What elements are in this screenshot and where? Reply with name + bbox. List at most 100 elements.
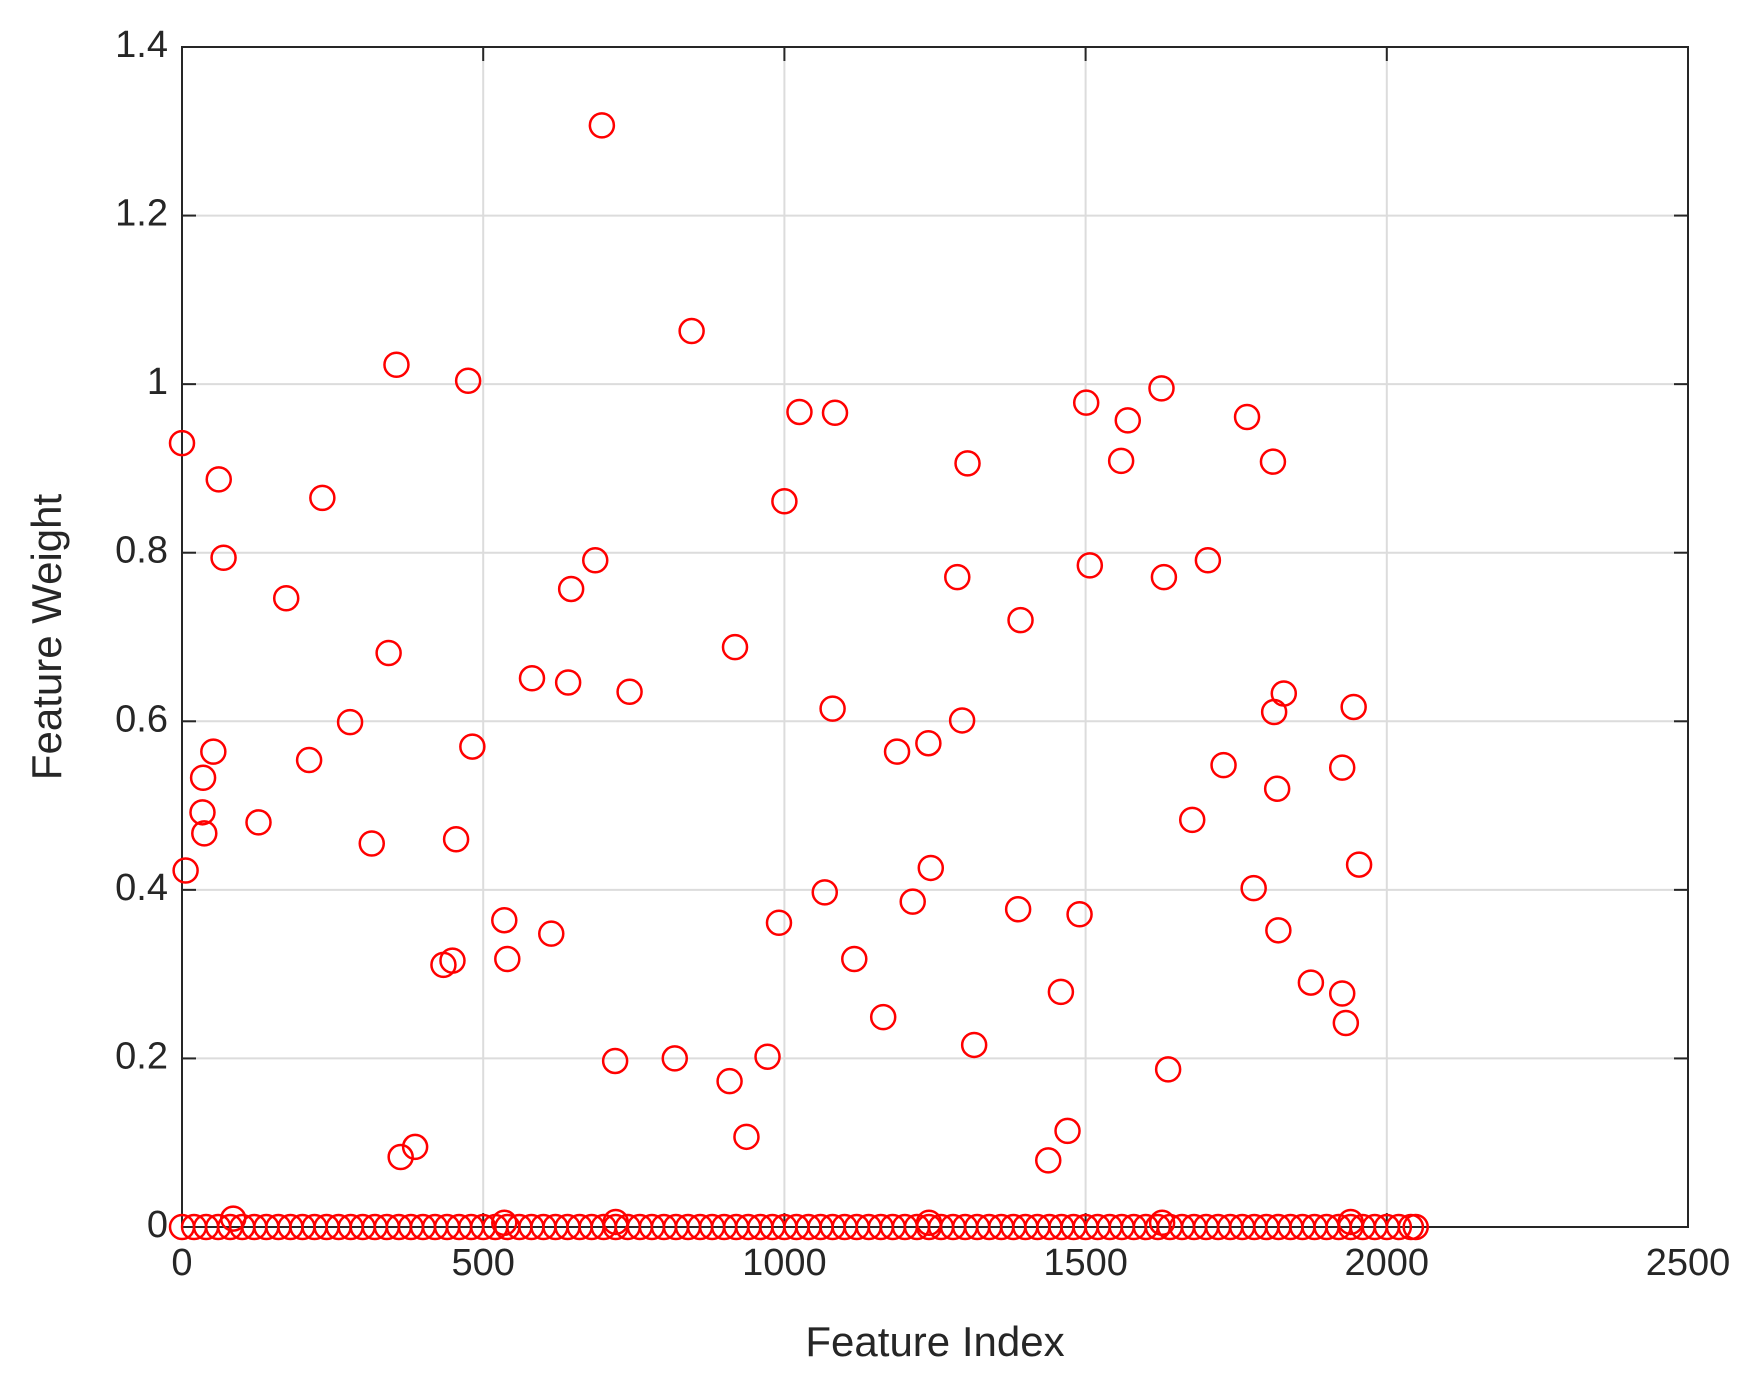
point (581, 547, 609, 574)
point (754, 1043, 781, 1070)
point (948, 707, 976, 734)
point (733, 1123, 760, 1151)
point (295, 746, 323, 774)
point (1107, 447, 1135, 475)
point (869, 1003, 897, 1031)
point (557, 575, 585, 603)
point (538, 920, 565, 947)
point (917, 854, 945, 882)
point (1054, 1117, 1081, 1145)
point (1007, 606, 1034, 634)
point (786, 398, 813, 426)
point (172, 857, 199, 884)
point (189, 764, 217, 792)
point (588, 112, 616, 139)
point (1114, 407, 1142, 434)
point (661, 1045, 689, 1072)
point (1265, 917, 1292, 944)
point (401, 1133, 429, 1161)
point (1297, 969, 1325, 996)
point (1035, 1147, 1062, 1174)
y-tick-label: 1.2 (115, 193, 168, 235)
point (1076, 552, 1104, 579)
y-tick-label: 0 (147, 1204, 168, 1246)
point (1263, 775, 1291, 802)
point (518, 665, 546, 692)
point (716, 1067, 743, 1095)
point (1178, 806, 1206, 834)
point (1332, 1009, 1360, 1037)
point (765, 909, 793, 936)
y-axis-label: Feature Weight (23, 493, 70, 780)
x-axis-label: Feature Index (805, 1318, 1064, 1365)
point (899, 888, 926, 915)
x-tick-label: 500 (451, 1242, 514, 1284)
point (841, 945, 868, 973)
x-tick-label: 0 (171, 1242, 192, 1284)
y-tick-label: 1.4 (115, 24, 168, 66)
point (1328, 980, 1356, 1007)
point (554, 669, 582, 696)
plot-frame (181, 46, 1689, 1228)
point (375, 639, 402, 667)
point (883, 738, 911, 765)
point (1066, 901, 1093, 928)
point (309, 484, 336, 512)
point (819, 695, 846, 722)
point (245, 809, 272, 836)
point (1345, 851, 1373, 878)
y-tick-label: 0.6 (115, 698, 168, 740)
point (168, 429, 196, 457)
point (336, 708, 364, 736)
point (494, 945, 521, 973)
point (1194, 547, 1222, 574)
y-tick-label: 0.2 (115, 1035, 168, 1077)
x-tick-label: 2500 (1646, 1242, 1731, 1284)
point (454, 367, 482, 395)
point (1072, 389, 1100, 416)
point (1340, 693, 1367, 721)
point (1148, 375, 1175, 402)
point (1240, 874, 1267, 902)
point (1328, 754, 1356, 781)
point (1210, 751, 1237, 779)
point (191, 820, 218, 847)
point (616, 678, 643, 706)
y-tick-label: 1 (147, 361, 168, 403)
point (1154, 1056, 1182, 1083)
point (387, 1143, 414, 1171)
y-tick-label: 0.4 (115, 867, 168, 909)
point (1402, 1213, 1429, 1241)
point (915, 729, 942, 757)
point (960, 1031, 988, 1059)
point (205, 466, 232, 493)
point (1259, 448, 1287, 475)
point (358, 830, 386, 857)
point (459, 733, 486, 760)
point (821, 399, 849, 427)
point (383, 351, 410, 379)
point (272, 584, 300, 612)
point (189, 799, 216, 826)
x-tick-label: 1500 (1043, 1242, 1128, 1284)
point (200, 738, 227, 765)
point (439, 947, 466, 974)
point (1004, 895, 1032, 923)
point (954, 450, 981, 477)
y-tick-label: 0.8 (115, 530, 168, 572)
x-tick-label: 1000 (742, 1242, 827, 1284)
x-tick-label: 2000 (1345, 1242, 1430, 1284)
point (1150, 563, 1178, 591)
point (678, 317, 705, 345)
point (811, 879, 839, 906)
point (1385, 1213, 1413, 1241)
point (491, 906, 518, 934)
point (944, 563, 971, 591)
point (721, 633, 749, 661)
point (601, 1047, 629, 1075)
point (210, 544, 237, 572)
point (1047, 978, 1075, 1006)
point (1270, 680, 1298, 707)
